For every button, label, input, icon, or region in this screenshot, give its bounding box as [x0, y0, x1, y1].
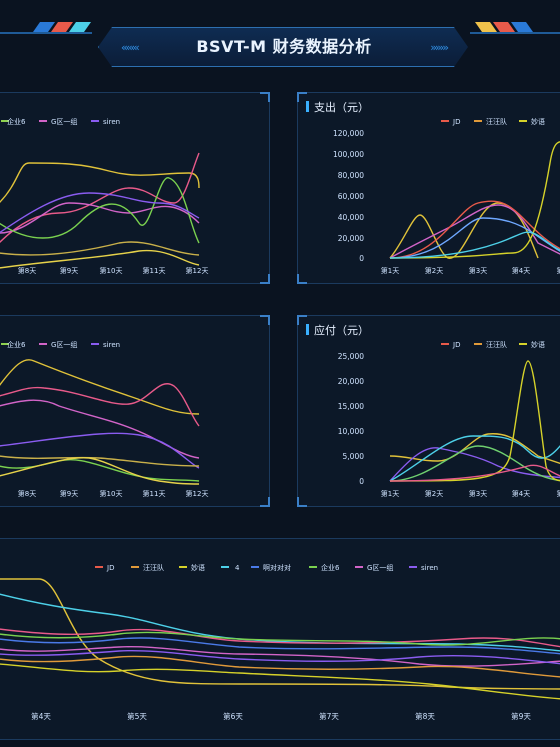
y-tick-label: 20,000 [338, 377, 364, 386]
y-tick-label: 20,000 [338, 234, 364, 243]
chart-top-left: 企业6 G区一组 siren 第8天 第9天 第10天 第11天 第12天 [0, 117, 209, 275]
panel-mid-left: 企业6 G区一组 siren 第8天 第9天 第10天 第11天 第12天 [0, 315, 270, 507]
y-axis-labels: 25,000 20,000 15,000 10,000 5,000 0 [338, 352, 364, 486]
legend-item: 汪汪队 [143, 563, 164, 572]
legend-item: siren [421, 564, 438, 572]
legend: JD 汪汪队 妙语 [441, 117, 545, 126]
x-axis-labels: 第1天 第2天 第3天 第4天 第 [381, 489, 560, 498]
legend-item: JD [106, 564, 114, 572]
panel-top-right: 支出（元） JD 汪汪队 妙语 120,000 100,000 80,000 6… [297, 92, 560, 284]
y-tick-label: 5,000 [343, 452, 365, 461]
series-lines [0, 359, 200, 485]
chart-mid-right: JD 汪汪队 妙语 25,000 20,000 15,000 10,000 5,… [338, 340, 560, 498]
x-tick-label: 第4天 [31, 711, 51, 721]
legend-item: 妙语 [191, 563, 205, 572]
legend-item: 汪汪队 [486, 340, 507, 349]
series-lines [0, 578, 560, 700]
x-axis-labels: 第4天 第5天 第6天 第7天 第8天 第9天 [31, 711, 531, 721]
x-tick-label: 第4天 [512, 489, 530, 498]
x-tick-label: 第8天 [415, 711, 435, 721]
y-tick-label: 10,000 [338, 427, 364, 436]
x-axis-labels: 第8天 第9天 第10天 第11天 第12天 [18, 489, 209, 498]
left-chevrons: ‹‹‹‹‹‹‹ [121, 41, 140, 54]
x-tick-label: 第1天 [381, 266, 399, 275]
y-tick-label: 0 [359, 477, 364, 486]
x-tick-label: 第6天 [223, 711, 243, 721]
legend-item: 企业6 [321, 563, 340, 572]
y-tick-label: 120,000 [333, 129, 364, 138]
x-tick-label: 第3天 [469, 266, 487, 275]
panel-mid-right: 应付（元） JD 汪汪队 妙语 25,000 20,000 15,000 10,… [297, 315, 560, 507]
x-tick-label: 第12天 [186, 489, 209, 498]
y-tick-label: 100,000 [333, 150, 364, 159]
x-tick-label: 第1天 [381, 489, 399, 498]
y-tick-label: 25,000 [338, 352, 364, 361]
legend-item: 4 [235, 564, 240, 572]
panel-bottom: JD 汪汪队 妙语 4 啊对对对 企业6 G区一组 siren [0, 538, 560, 740]
right-chevrons: ››››››› [430, 41, 449, 54]
title-box: ‹‹‹‹‹‹‹ BSVT-M 财务数据分析 ››››››› [98, 27, 468, 67]
y-tick-label: 60,000 [338, 192, 364, 201]
chart-top-right: JD 汪汪队 妙语 120,000 100,000 80,000 60,000 … [333, 117, 560, 275]
x-axis-labels: 第1天 第2天 第3天 第4天 第 [381, 266, 560, 275]
legend-item: siren [103, 118, 120, 126]
x-tick-label: 第2天 [425, 266, 443, 275]
x-tick-label: 第8天 [18, 489, 36, 498]
legend-item: JD [452, 118, 460, 126]
y-tick-label: 15,000 [338, 402, 364, 411]
chart-mid-left: 企业6 G区一组 siren 第8天 第9天 第10天 第11天 第12天 [0, 340, 209, 498]
x-tick-label: 第5天 [127, 711, 147, 721]
legend-item: G区一组 [367, 563, 393, 572]
x-tick-label: 第11天 [143, 266, 166, 275]
legend-item: G区一组 [51, 340, 77, 349]
legend-item: 汪汪队 [486, 117, 507, 126]
legend: JD 汪汪队 妙语 4 啊对对对 企业6 G区一组 siren [95, 563, 438, 572]
x-tick-label: 第8天 [18, 266, 36, 275]
legend-item: 妙语 [531, 117, 545, 126]
legend: 企业6 G区一组 siren [1, 117, 120, 126]
x-tick-label: 第11天 [143, 489, 166, 498]
legend: JD 汪汪队 妙语 [441, 340, 545, 349]
x-tick-label: 第2天 [425, 489, 443, 498]
legend-item: 妙语 [531, 340, 545, 349]
series-lines [0, 152, 200, 269]
y-axis-labels: 120,000 100,000 80,000 60,000 40,000 20,… [333, 129, 364, 263]
legend: 企业6 G区一组 siren [1, 340, 120, 349]
legend-item: JD [452, 341, 460, 349]
x-tick-label: 第9天 [60, 489, 78, 498]
x-tick-label: 第10天 [100, 266, 123, 275]
x-tick-label: 第 [557, 489, 560, 498]
x-tick-label: 第3天 [469, 489, 487, 498]
legend-item: siren [103, 341, 120, 349]
series-lines [389, 360, 560, 482]
x-axis-labels: 第8天 第9天 第10天 第11天 第12天 [18, 266, 209, 275]
legend-item: G区一组 [51, 117, 77, 126]
legend-item: 企业6 [7, 117, 26, 126]
y-tick-label: 0 [359, 254, 364, 263]
panel-title: 支出（元） [306, 101, 369, 114]
x-tick-label: 第12天 [186, 266, 209, 275]
x-tick-label: 第10天 [100, 489, 123, 498]
x-tick-label: 第9天 [511, 711, 531, 721]
series-lines [389, 141, 560, 259]
x-tick-label: 第9天 [60, 266, 78, 275]
legend-item: 啊对对对 [263, 563, 291, 572]
x-tick-label: 第4天 [512, 266, 530, 275]
y-tick-label: 80,000 [338, 171, 364, 180]
chart-bottom: JD 汪汪队 妙语 4 啊对对对 企业6 G区一组 siren [0, 563, 560, 721]
x-tick-label: 第 [557, 266, 560, 275]
header-decoration [0, 22, 560, 34]
y-tick-label: 40,000 [338, 213, 364, 222]
dashboard-header: ‹‹‹‹‹‹‹ BSVT-M 财务数据分析 ››››››› [0, 0, 560, 80]
panel-title: 应付（元） [306, 324, 369, 337]
page-title: BSVT-M 财务数据分析 [196, 37, 372, 56]
panel-top-left: 企业6 G区一组 siren 第8天 第9天 第10天 第11天 第12天 [0, 92, 270, 284]
legend-item: 企业6 [7, 340, 26, 349]
x-tick-label: 第7天 [319, 711, 339, 721]
